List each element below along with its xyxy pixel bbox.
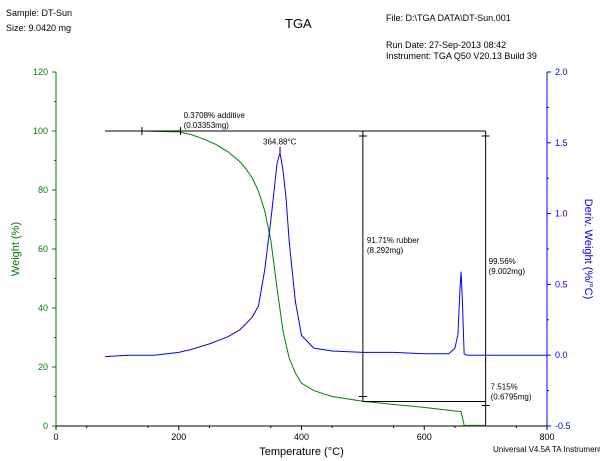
instrument-label: Instrument: TGA Q50 V20.13 Build 39 [386,51,537,61]
y2-tick-label: 0.0 [555,350,568,360]
y-tick-label: 0 [43,421,48,431]
x-axis-label: Temperature (°C) [259,446,343,458]
size-label: Size: 9.0420 mg [6,23,72,33]
deriv-series-line [105,152,547,358]
annotation-rubber-mass: (8.292mg) [367,246,404,255]
y-tick-label: 80 [38,185,48,195]
annotation-additive: 0.3708% additive [184,111,246,120]
annotation-residue: 7.515% [491,383,518,392]
y2-tick-label: 0.5 [555,279,568,289]
sample-label: Sample: DT-Sun [6,8,73,18]
y2-tick-label: 1.5 [555,138,568,148]
software-label: Universal V4.5A TA Instruments [493,445,600,454]
chart-title: TGA [285,16,312,31]
weight-series-line [105,130,486,426]
run-date-label: Run Date: 27-Sep-2013 08:42 [386,40,507,50]
y-tick-label: 20 [38,362,48,372]
x-tick-label: 600 [417,432,432,442]
annotation-total: 99.56% [489,257,516,266]
x-tick-label: 400 [294,432,309,442]
y2-tick-label: 1.0 [555,209,568,219]
y-tick-label: 100 [33,126,48,136]
y-tick-label: 120 [33,67,48,77]
y-tick-label: 40 [38,303,48,313]
annotation-residue-mass: (0.6795mg) [491,393,532,402]
file-label: File: D:\TGA DATA\DT-Sun.001 [386,13,511,23]
y2-tick-label: -0.5 [555,421,571,431]
x-tick-label: 800 [539,432,554,442]
annotation-additive-mass: (0.03353mg) [184,121,230,130]
y2-axis-label: Deriv. Weight (%/°C) [582,199,594,300]
annotation-rubber: 91.71% rubber [367,236,420,245]
y-tick-label: 60 [38,244,48,254]
x-tick-label: 200 [171,432,186,442]
annotation-total-mass: (9.002mg) [489,267,526,276]
annotation-peak: 364.88°C [263,138,297,147]
y2-tick-label: 2.0 [555,67,568,77]
y-axis-label: Weight (%) [10,222,22,276]
x-tick-label: 0 [53,432,58,442]
